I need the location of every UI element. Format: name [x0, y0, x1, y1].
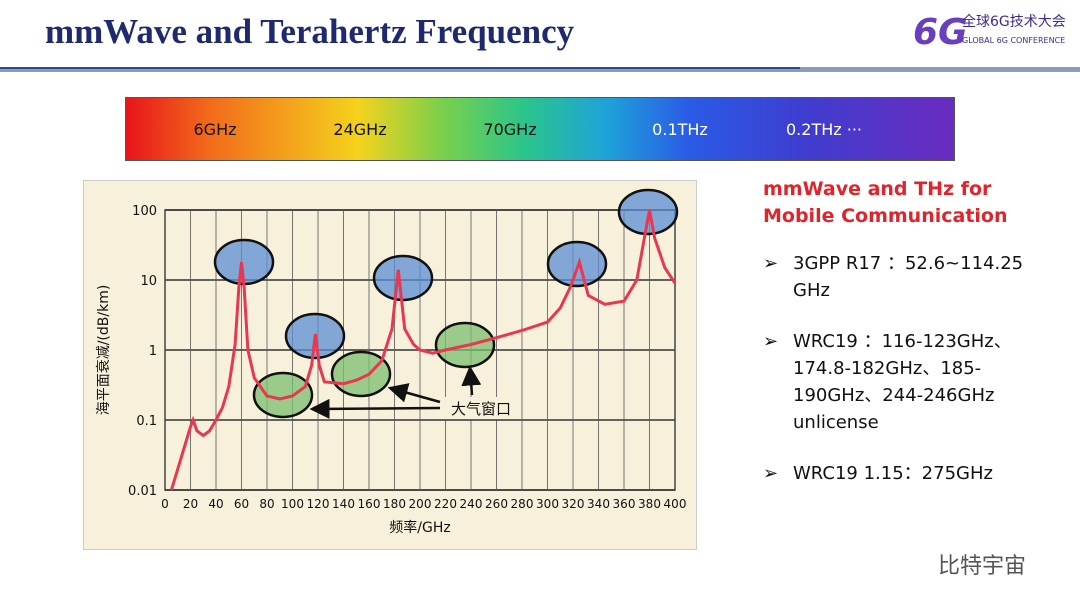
x-tick-label: 180 [383, 497, 406, 511]
highlight-circle [252, 371, 314, 419]
annotation-arrow [387, 383, 441, 404]
x-tick-label: 320 [562, 497, 585, 511]
header-rule-dark [0, 67, 800, 69]
x-tick-label: 40 [208, 497, 223, 511]
x-tick-label: 60 [234, 497, 249, 511]
y-tick-label: 0.1 [136, 414, 157, 429]
bullet: WRC19 1.15：275GHz [763, 460, 1063, 487]
x-tick-label: 360 [613, 497, 636, 511]
attenuation-line [169, 209, 677, 491]
x-tick-label: 400 [664, 497, 687, 511]
spectrum-label: 6GHz [193, 120, 237, 139]
x-tick-label: 0 [161, 497, 169, 511]
spectrum-label: 70GHz [483, 120, 537, 139]
side-heading: mmWave and THz for Mobile Communication [763, 178, 1008, 227]
y-tick-label: 0.01 [128, 484, 157, 499]
highlight-circle [330, 350, 392, 398]
logo-mark: 6G [913, 12, 968, 53]
x-tick-label: 280 [511, 497, 534, 511]
spectrum-label: 0.2THz ··· [786, 120, 862, 139]
x-tick-label: 300 [536, 497, 559, 511]
x-tick-label: 240 [460, 497, 483, 511]
x-tick-label: 200 [409, 497, 432, 511]
x-tick-label: 120 [307, 497, 330, 511]
header-rule [0, 67, 1080, 72]
x-tick-label: 20 [183, 497, 198, 511]
logo-text: 全球6G技术大会 [962, 13, 1066, 30]
annotation-arrow [309, 398, 441, 419]
bullet: WRC19 ：116-123GHz、174.8-182GHz、185-190GH… [763, 328, 1063, 436]
spectrum-label: 24GHz [333, 120, 387, 139]
y-tick-label: 10 [140, 274, 157, 289]
y-axis-label: 海平面衰减/(dB/km) [95, 285, 112, 416]
annotation-arrow [461, 365, 482, 396]
x-tick-label: 160 [358, 497, 381, 511]
x-tick-label: 220 [434, 497, 457, 511]
spectrum-label: 0.1THz [652, 120, 708, 139]
annotation-box [442, 397, 520, 419]
bullet: 3GPP R17 ：52.6~114.25 GHz [763, 250, 1063, 304]
spectrum-bar: 6GHz 24GHz 70GHz 0.1THz 0.2THz ··· [125, 97, 955, 161]
x-tick-label: 100 [281, 497, 304, 511]
highlight-circle [372, 254, 434, 302]
watermark: 比特宇宙 [938, 554, 1027, 579]
logo-subtext: GLOBAL 6G CONFERENCE [962, 36, 1065, 45]
annotation: 大气窗口 [451, 400, 511, 418]
x-tick-label: 140 [332, 497, 355, 511]
x-tick-label: 260 [485, 497, 508, 511]
x-axis-label: 频率/GHz [389, 519, 450, 536]
bullet-list: 3GPP R17 ：52.6~114.25 GHz WRC19 ：116-123G… [763, 250, 1063, 511]
x-tick-label: 380 [638, 497, 661, 511]
x-tick-label: 340 [587, 497, 610, 511]
y-tick-label: 1 [149, 344, 157, 359]
highlight-circle [546, 240, 608, 288]
y-tick-label: 100 [132, 204, 157, 219]
x-tick-label: 80 [259, 497, 274, 511]
slide-title: mmWave and Terahertz Frequency [45, 12, 575, 51]
